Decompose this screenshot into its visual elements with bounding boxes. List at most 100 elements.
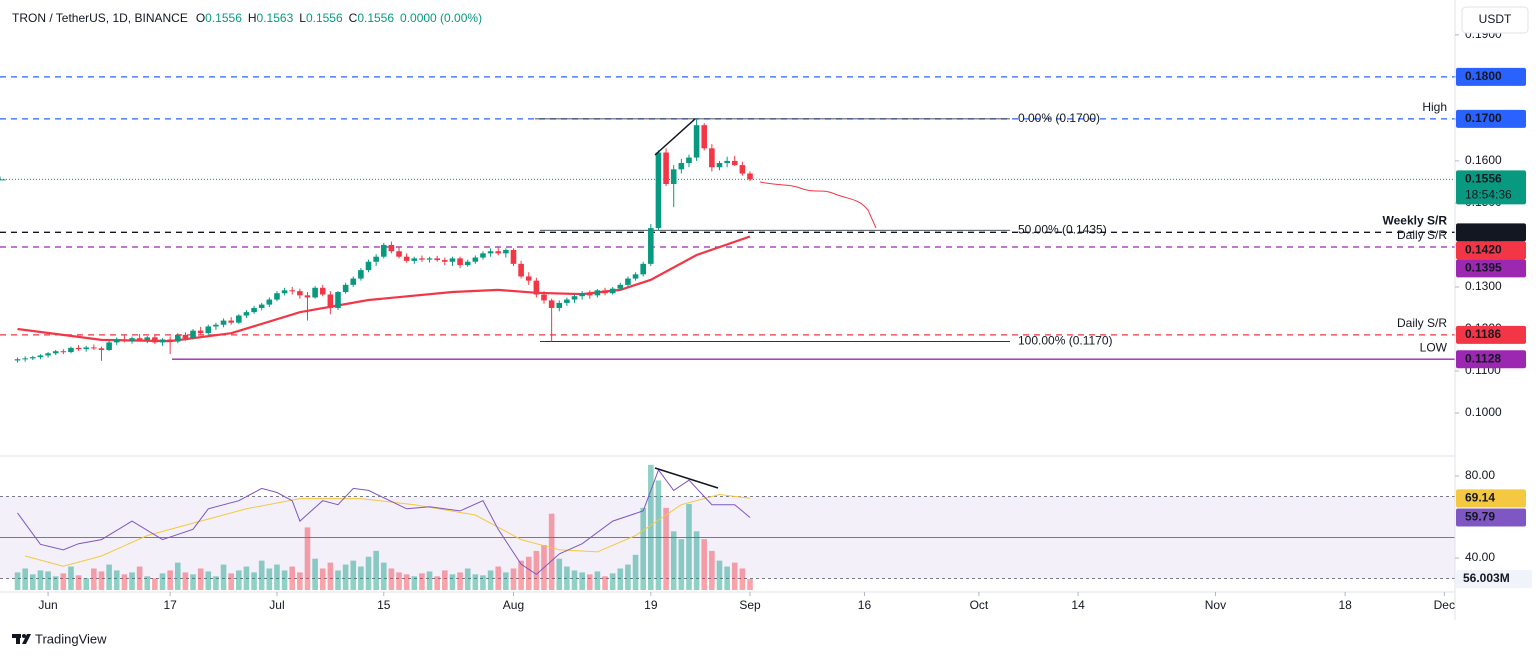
- candle-body: [510, 249, 517, 264]
- volume-bar: [159, 573, 166, 590]
- volume-bar: [625, 564, 631, 590]
- volume-bar: [68, 566, 74, 590]
- candle-body: [411, 258, 418, 261]
- candle-body: [586, 293, 593, 296]
- volume-bar: [281, 570, 288, 590]
- volume-bar: [380, 562, 387, 590]
- candle-body: [136, 338, 143, 340]
- volume-bar: [487, 570, 494, 590]
- axis-box: [1456, 325, 1526, 344]
- volume-bar: [144, 576, 151, 590]
- y-tick-label: 0.1600: [1465, 153, 1502, 167]
- volume-bar: [365, 556, 372, 590]
- volume-bar: [289, 566, 296, 590]
- candle-body: [319, 287, 326, 295]
- volume-bar: [174, 562, 181, 590]
- rsi-pane: [0, 464, 1455, 590]
- level-label: LOW: [1420, 340, 1448, 354]
- volume-bar: [480, 575, 486, 590]
- volume-bar: [205, 571, 212, 590]
- rsi-tick-label: 40.00: [1465, 550, 1495, 564]
- candle-body: [648, 228, 654, 264]
- candle-body: [373, 256, 379, 262]
- fib-label: 50.00% (0.1435): [1018, 222, 1107, 236]
- volume-bar: [251, 572, 257, 590]
- x-tick-label: Dec: [1434, 598, 1455, 612]
- x-tick-label: 17: [163, 598, 177, 612]
- candle-body: [243, 312, 250, 316]
- axis-box: [1456, 259, 1526, 278]
- countdown: 18:54:36: [1465, 188, 1512, 202]
- volume-bar: [121, 574, 128, 590]
- candle-body: [655, 152, 662, 229]
- axis-box-label: 0.1430: [1465, 225, 1502, 239]
- volume-bar: [45, 571, 51, 590]
- ohlc-change: 0.0000 (0.00%): [400, 11, 482, 25]
- candle-body: [14, 359, 21, 361]
- volume-bar: [457, 572, 463, 590]
- candle-body: [75, 347, 82, 350]
- volume-bar: [388, 568, 395, 590]
- x-tick-label: 14: [1071, 598, 1085, 612]
- candle-body: [609, 288, 616, 294]
- candle-body: [670, 169, 677, 185]
- axis-box-label: 0.1186: [1465, 327, 1501, 341]
- ohlc-label: L: [299, 11, 306, 25]
- y-tick-label: 0.1000: [1465, 405, 1502, 419]
- volume-bar: [197, 568, 204, 590]
- candle-body: [503, 249, 509, 254]
- volume-bar: [228, 573, 234, 590]
- projection-path: [759, 181, 877, 229]
- volume-bar: [91, 568, 97, 590]
- y-tick-label: 0.1300: [1465, 279, 1502, 293]
- volume-bar: [167, 570, 173, 590]
- candle-body: [30, 357, 36, 359]
- volume-bar: [518, 560, 524, 590]
- candle-body: [174, 334, 181, 342]
- candle-body: [0, 179, 6, 181]
- x-tick-label: 16: [858, 598, 872, 612]
- candle-body: [731, 160, 738, 166]
- candle-body: [403, 256, 410, 261]
- trend-line: [654, 467, 719, 489]
- axis-box: [1456, 350, 1526, 369]
- axis-box: [1456, 67, 1526, 86]
- candle-body: [632, 274, 639, 279]
- x-tick-label: Sep: [739, 598, 761, 612]
- volume-bar: [304, 527, 311, 590]
- currency[interactable]: USDT: [1479, 12, 1512, 26]
- rsi-ma-line: [25, 493, 751, 567]
- volume-bar: [670, 531, 677, 590]
- volume-bar: [335, 570, 341, 590]
- x-tick-label: 19: [644, 598, 658, 612]
- candle-body: [380, 244, 387, 257]
- candle-body: [167, 339, 173, 342]
- candle-body: [709, 148, 715, 168]
- candle-body: [258, 304, 265, 308]
- candle-body: [159, 339, 166, 343]
- candle-body: [457, 258, 463, 266]
- currency-button[interactable]: [1461, 6, 1529, 34]
- axis-box: [1456, 223, 1526, 242]
- rsi-box-label: 69.14: [1465, 490, 1495, 504]
- ohlc-label: C: [349, 11, 358, 25]
- volume-bar: [594, 571, 601, 590]
- volume-bar: [586, 574, 593, 590]
- ohlc-label: H: [248, 11, 257, 25]
- volume-bar: [22, 568, 28, 590]
- rsi-box: [1456, 489, 1526, 508]
- candle-body: [129, 338, 135, 341]
- level-label: Weekly S/R: [1383, 214, 1448, 228]
- candle-body: [251, 307, 257, 313]
- candle-body: [472, 257, 479, 262]
- candle-body: [388, 244, 395, 252]
- fib-label: 100.00% (0.1170): [1018, 334, 1113, 348]
- candle-body: [541, 294, 547, 301]
- volume-bar: [442, 570, 448, 590]
- candle-body: [678, 163, 685, 170]
- volume-bar: [701, 539, 708, 590]
- candle-body: [98, 348, 105, 350]
- volume-bar: [655, 480, 662, 590]
- x-tick-label: Nov: [1205, 598, 1226, 612]
- volume-bar: [243, 566, 250, 590]
